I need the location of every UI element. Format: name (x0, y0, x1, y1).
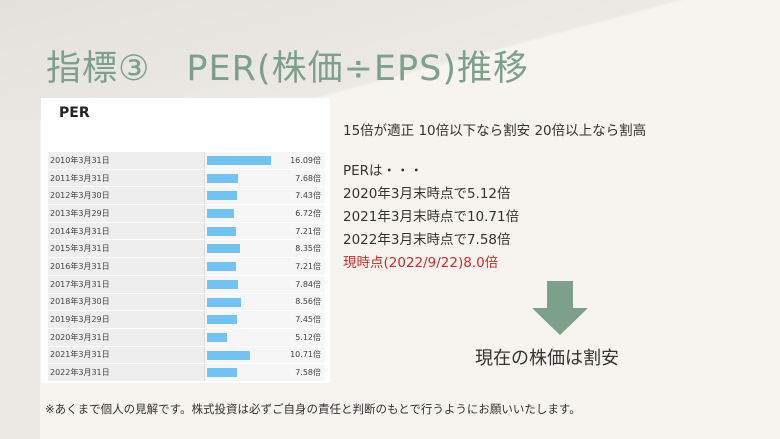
per-bar (207, 262, 236, 272)
row-bar-cell: 7.84倍 (205, 275, 325, 293)
per-bar (207, 297, 242, 307)
row-value-label: 8.35倍 (295, 244, 321, 254)
per-info-line: 2020年3月末時点で5.12倍 (343, 186, 511, 202)
row-value-label: 16.09倍 (290, 155, 321, 165)
row-date-label: 2017年3月31日 (48, 275, 205, 293)
row-value-label: 7.68倍 (295, 173, 321, 183)
table-row: 2017年3月31日 7.84倍 (48, 275, 325, 294)
per-info-line: 2021年3月末時点で10.71倍 (343, 209, 520, 225)
row-date-label: 2020年3月31日 (48, 328, 205, 346)
disclaimer-text: ※あくまで個人の見解です。株式投資は必ずご自身の責任と判断のもとで行うようにお願… (45, 402, 581, 416)
per-rule-text: 15倍が適正 10倍以下なら割安 20倍以上なら割高 (343, 123, 647, 139)
row-value-label: 7.45倍 (295, 315, 321, 325)
per-bar (207, 368, 238, 378)
per-bar-chart: 2010年3月31日 16.09倍 2011年3月31日 7.68倍 2012年3月30… (48, 152, 325, 382)
table-row: 2019年3月29日 7.45倍 (48, 311, 325, 329)
row-value-label: 7.21倍 (295, 226, 321, 236)
row-value-label: 7.43倍 (295, 191, 321, 201)
per-info-line: PERは・・・ (343, 163, 424, 179)
row-date-label: 2018年3月30日 (48, 293, 205, 311)
background-shape-left (0, 120, 40, 439)
per-bar (207, 315, 237, 325)
per-current-line: 現時点(2022/9/22)8.0倍 (343, 255, 499, 271)
row-value-label: 10.71倍 (290, 350, 321, 360)
row-date-label: 2013年3月29日 (48, 205, 205, 222)
row-bar-cell: 7.43倍 (205, 187, 325, 205)
row-date-label: 2011年3月31日 (48, 169, 205, 187)
down-arrow-icon (532, 281, 588, 339)
table-row: 2021年3月31日 10.71倍 (48, 346, 325, 365)
row-bar-cell: 6.72倍 (205, 205, 325, 222)
row-value-label: 5.12倍 (295, 332, 321, 342)
row-date-label: 2014年3月31日 (48, 222, 205, 240)
row-date-label: 2010年3月31日 (48, 152, 205, 169)
table-row: 2012年3月30日 7.43倍 (48, 187, 325, 206)
per-bar (207, 173, 238, 183)
row-value-label: 7.21倍 (295, 261, 321, 271)
row-bar-cell: 7.58倍 (205, 364, 325, 381)
row-value-label: 8.56倍 (295, 297, 321, 307)
per-info-line: 2022年3月末時点で7.58倍 (343, 232, 511, 248)
row-value-label: 6.72倍 (295, 208, 321, 218)
row-date-label: 2019年3月29日 (48, 311, 205, 328)
per-chart-panel: PER 2010年3月31日 16.09倍 2011年3月31日 7.68倍 2012年… (41, 98, 330, 383)
row-value-label: 7.58倍 (295, 368, 321, 378)
table-row: 2018年3月30日 8.56倍 (48, 293, 325, 312)
row-bar-cell: 10.71倍 (205, 346, 325, 364)
row-bar-cell: 8.56倍 (205, 293, 325, 311)
row-bar-cell: 7.21倍 (205, 222, 325, 240)
chart-title: PER (59, 105, 90, 121)
per-bar (207, 191, 237, 201)
slide-title: 指標③ PER(株価÷EPS)推移 (46, 49, 529, 89)
per-bar (207, 209, 234, 219)
row-bar-cell: 7.21倍 (205, 258, 325, 275)
per-bar (207, 350, 250, 360)
row-bar-cell: 5.12倍 (205, 328, 325, 346)
per-bar (207, 244, 241, 254)
table-row: 2013年3月29日 6.72倍 (48, 205, 325, 223)
table-row: 2020年3月31日 5.12倍 (48, 328, 325, 347)
row-bar-cell: 16.09倍 (205, 152, 325, 169)
table-row: 2016年3月31日 7.21倍 (48, 258, 325, 276)
row-date-label: 2022年3月31日 (48, 364, 205, 381)
conclusion-text: 現在の株価は割安 (475, 348, 619, 369)
table-row: 2015年3月31日 8.35倍 (48, 240, 325, 259)
row-bar-cell: 7.45倍 (205, 311, 325, 328)
table-row: 2011年3月31日 7.68倍 (48, 169, 325, 188)
table-row: 2010年3月31日 16.09倍 (48, 152, 325, 170)
table-row: 2022年3月31日 7.58倍 (48, 364, 325, 382)
row-date-label: 2016年3月31日 (48, 258, 205, 275)
row-date-label: 2012年3月30日 (48, 187, 205, 205)
per-bar (207, 279, 239, 289)
per-info-block: PERは・・・ 2020年3月末時点で5.12倍 2021年3月末時点で10.7… (343, 160, 519, 275)
row-bar-cell: 8.35倍 (205, 240, 325, 258)
row-date-label: 2021年3月31日 (48, 346, 205, 364)
table-row: 2014年3月31日 7.21倍 (48, 222, 325, 241)
row-date-label: 2015年3月31日 (48, 240, 205, 258)
per-bar (207, 332, 228, 342)
row-value-label: 7.84倍 (295, 279, 321, 289)
row-bar-cell: 7.68倍 (205, 169, 325, 187)
per-bar (207, 156, 271, 165)
per-bar (207, 226, 236, 236)
